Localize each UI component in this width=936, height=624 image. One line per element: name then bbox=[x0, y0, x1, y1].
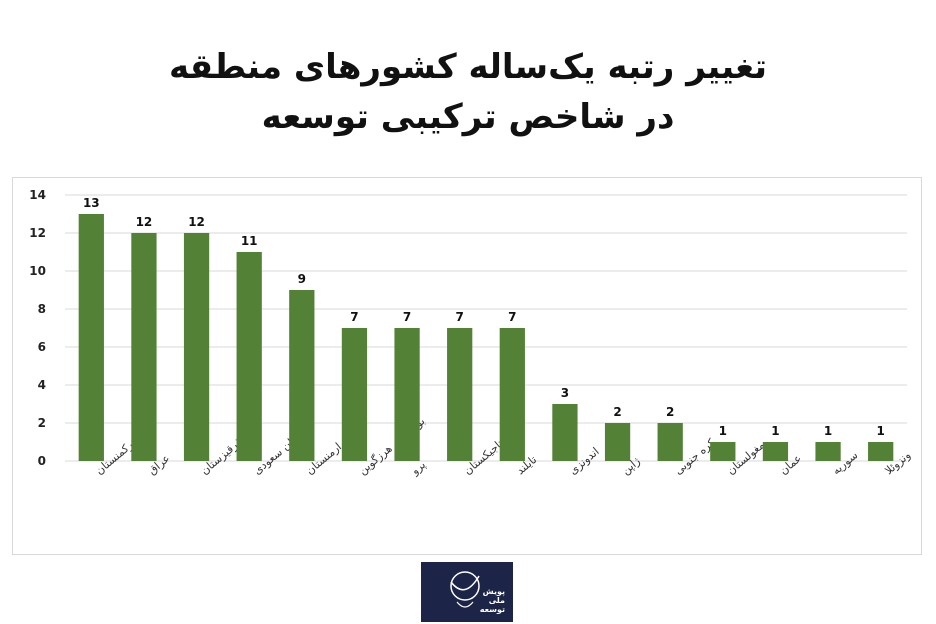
bar bbox=[236, 252, 262, 461]
bar bbox=[868, 442, 894, 461]
data-label: 13 bbox=[83, 196, 100, 210]
data-label: 9 bbox=[298, 272, 306, 286]
bar bbox=[710, 442, 736, 461]
logo: پویش ملی توسعه bbox=[421, 562, 513, 622]
data-label: 2 bbox=[613, 405, 621, 419]
y-tick-label: 0 bbox=[38, 454, 46, 468]
bar bbox=[657, 423, 683, 461]
data-label: 1 bbox=[719, 424, 727, 438]
bar bbox=[552, 404, 578, 461]
logo-text: پویش ملی توسعه bbox=[480, 587, 505, 614]
bar-chart: 0246810121413ترکمنستان12عراق12قرقیزستان1… bbox=[29, 188, 913, 478]
data-label: 12 bbox=[136, 215, 153, 229]
bar bbox=[447, 328, 473, 461]
logo-text-line: توسعه bbox=[479, 605, 505, 614]
y-tick-label: 6 bbox=[38, 340, 46, 354]
data-label: 2 bbox=[666, 405, 674, 419]
bar bbox=[78, 214, 104, 461]
data-label: 11 bbox=[241, 234, 258, 248]
bar bbox=[289, 290, 315, 461]
y-tick-label: 12 bbox=[29, 226, 46, 240]
y-tick-label: 8 bbox=[38, 302, 46, 316]
bar bbox=[131, 233, 157, 461]
bar bbox=[341, 328, 368, 461]
bar bbox=[499, 328, 525, 461]
data-label: 7 bbox=[403, 310, 411, 324]
data-label: 1 bbox=[771, 424, 779, 438]
data-label: 7 bbox=[508, 310, 516, 324]
bar bbox=[604, 423, 631, 461]
bar bbox=[394, 328, 420, 461]
data-label: 12 bbox=[188, 215, 205, 229]
logo-emblem-icon bbox=[450, 571, 480, 608]
data-label: 1 bbox=[824, 424, 832, 438]
bar bbox=[815, 442, 841, 461]
y-tick-label: 4 bbox=[38, 378, 46, 392]
logo-text-line: ملی bbox=[488, 596, 505, 605]
y-tick-label: 10 bbox=[29, 264, 46, 278]
y-tick-label: 14 bbox=[29, 188, 46, 202]
data-label: 7 bbox=[350, 310, 358, 324]
logo-text-line: پویش bbox=[482, 587, 505, 596]
data-label: 7 bbox=[456, 310, 464, 324]
bar bbox=[762, 442, 789, 461]
data-label: 3 bbox=[561, 386, 569, 400]
chart-frame bbox=[12, 177, 922, 555]
chart-title: تغییر رتبه یک‌ساله کشورهای منطقه bbox=[168, 47, 768, 87]
data-label: 1 bbox=[877, 424, 885, 438]
y-tick-label: 2 bbox=[38, 416, 46, 430]
chart-subtitle: در شاخص ترکیبی توسعه bbox=[261, 97, 675, 137]
bar bbox=[183, 233, 210, 461]
